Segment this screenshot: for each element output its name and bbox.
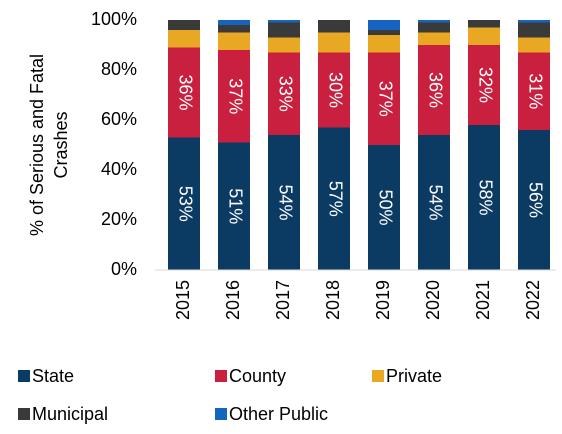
bar-segment xyxy=(518,20,550,23)
bar-segment xyxy=(268,52,300,135)
x-tick-label: 2020 xyxy=(423,280,443,320)
data-label: 54% xyxy=(425,184,445,220)
bar-segment xyxy=(368,35,400,53)
legend-swatch xyxy=(215,370,227,382)
bar-segment xyxy=(318,20,350,33)
bar-segment xyxy=(218,50,250,143)
y-tick-label: 20% xyxy=(101,209,137,229)
y-tick-label: 0% xyxy=(111,259,137,279)
x-tick-label: 2019 xyxy=(373,280,393,320)
bar-segment xyxy=(368,145,400,270)
bar-segment xyxy=(518,52,550,130)
y-axis-title-line: % of Serious and Fatal xyxy=(27,54,47,236)
bar-segment xyxy=(168,47,200,138)
bar-segment xyxy=(368,30,400,35)
bar-segment xyxy=(318,32,350,53)
bar-segment xyxy=(518,37,550,53)
legend-label: Private xyxy=(386,366,442,386)
bar-segment xyxy=(268,22,300,38)
bar-segment xyxy=(518,22,550,38)
data-label: 56% xyxy=(525,182,545,218)
bar-segment xyxy=(168,137,200,270)
legend-label: State xyxy=(32,366,74,386)
bar-segment xyxy=(268,135,300,270)
legend-label: County xyxy=(229,366,286,386)
y-axis-title: % of Serious and Fatal Crashes xyxy=(27,54,71,236)
data-label: 36% xyxy=(425,72,445,108)
y-tick-label: 60% xyxy=(101,109,137,129)
bar-segment xyxy=(218,32,250,50)
bar-segment xyxy=(418,20,450,23)
bar-segment xyxy=(418,45,450,135)
bar-segment xyxy=(268,20,300,23)
bar-segment xyxy=(268,37,300,53)
y-tick-label: 100% xyxy=(91,9,137,29)
y-axis-title-line: Crashes xyxy=(51,111,71,178)
x-tick-label: 2017 xyxy=(273,280,293,320)
bar-segment xyxy=(168,30,200,48)
data-label: 57% xyxy=(325,181,345,217)
data-label: 37% xyxy=(225,78,245,114)
data-label: 58% xyxy=(475,179,495,215)
bar-segment xyxy=(468,20,500,28)
data-label: 31% xyxy=(525,73,545,109)
bar-segment xyxy=(468,45,500,125)
data-label: 54% xyxy=(275,184,295,220)
bar-segment xyxy=(518,130,550,270)
bar-segment xyxy=(168,20,200,30)
y-tick-label: 80% xyxy=(101,59,137,79)
bar-segment xyxy=(318,127,350,270)
legend-swatch xyxy=(18,408,30,420)
legend-label: Municipal xyxy=(32,404,108,424)
bar-segment xyxy=(368,20,400,30)
bar-segment xyxy=(418,32,450,45)
bar-segment xyxy=(218,25,250,33)
legend-swatch xyxy=(18,370,30,382)
data-label: 33% xyxy=(275,76,295,112)
x-tick-label: 2021 xyxy=(473,280,493,320)
bar-segment xyxy=(218,20,250,25)
legend-swatch xyxy=(372,370,384,382)
data-label: 53% xyxy=(175,186,195,222)
bar-segment xyxy=(418,135,450,270)
bar-segment xyxy=(468,125,500,270)
data-label: 30% xyxy=(325,72,345,108)
legend-swatch xyxy=(215,408,227,420)
data-label: 50% xyxy=(375,189,395,225)
x-tick-label: 2018 xyxy=(323,280,343,320)
legend-label: Other Public xyxy=(229,404,328,424)
bar-segment xyxy=(468,27,500,45)
data-label: 37% xyxy=(375,81,395,117)
data-label: 32% xyxy=(475,67,495,103)
bar-segment xyxy=(418,22,450,33)
x-tick-label: 2016 xyxy=(223,280,243,320)
x-tick-label: 2022 xyxy=(523,280,543,320)
data-label: 36% xyxy=(175,74,195,110)
y-tick-label: 40% xyxy=(101,159,137,179)
bar-segment xyxy=(368,52,400,145)
bar-segment xyxy=(318,52,350,128)
bar-segment xyxy=(218,142,250,270)
x-tick-label: 2015 xyxy=(173,280,193,320)
data-label: 51% xyxy=(225,188,245,224)
